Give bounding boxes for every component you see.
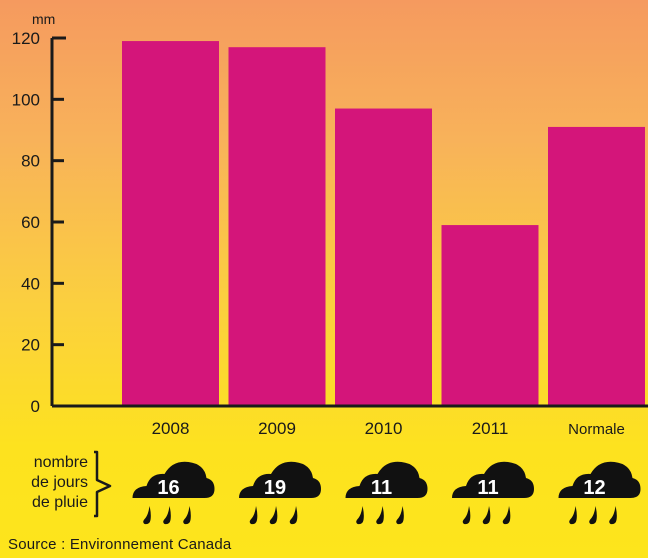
raindrop-icon <box>462 506 471 525</box>
rain-cloud-icon: 16 <box>132 461 215 525</box>
y-tick-label: 20 <box>21 336 40 355</box>
rain-days-label-line-3: de pluie <box>32 494 88 511</box>
y-tick-label: 60 <box>21 213 40 232</box>
rain-cloud-icon: 11 <box>345 461 428 525</box>
bar <box>335 108 432 407</box>
rain-days-count: 16 <box>157 477 179 499</box>
rain-days-legend: nombre de jours de pluie <box>31 450 112 518</box>
raindrop-icon <box>163 506 171 525</box>
y-unit-label: mm <box>32 11 55 27</box>
y-tick-label: 120 <box>12 29 40 48</box>
raindrop-icon <box>249 506 258 525</box>
rain-cloud-icon: 11 <box>452 461 534 525</box>
cloud-shape <box>132 461 215 498</box>
x-tick-label: 2008 <box>152 419 190 438</box>
x-labels-group: 2008 2009 2010 2011 Normale <box>152 419 625 438</box>
raindrop-icon <box>289 506 298 525</box>
bar <box>548 126 645 406</box>
x-tick-label: 2009 <box>258 419 296 438</box>
source-note: Source : Environnement Canada <box>8 536 232 553</box>
raindrop-icon <box>269 506 278 525</box>
rain-days-count: 11 <box>371 477 392 499</box>
raindrop-icon <box>569 506 577 525</box>
x-tick-label: 2010 <box>365 419 403 438</box>
raindrop-icon <box>609 506 617 525</box>
bar <box>122 41 219 407</box>
bar <box>228 47 326 406</box>
raindrop-icon <box>502 506 511 525</box>
raindrop-icon <box>396 506 404 525</box>
rain-days-label-line-1: nombre <box>34 454 88 471</box>
raindrop-icon <box>183 506 191 525</box>
rain-clouds-group: 16 19 11 11 12 <box>132 461 641 525</box>
y-tick-label: 40 <box>21 274 40 293</box>
y-tick-label: 0 <box>31 397 40 416</box>
bar <box>441 225 539 406</box>
cloud-shape <box>452 461 534 498</box>
bars-group <box>122 41 645 407</box>
y-tick-label: 100 <box>12 90 40 109</box>
x-tick-label: Normale <box>568 421 625 438</box>
cloud-shape <box>345 461 428 498</box>
raindrop-icon <box>143 506 151 525</box>
rain-days-count: 19 <box>264 477 286 499</box>
y-ticks-group: 0 20 40 60 80 100 120 <box>12 29 64 416</box>
raindrop-icon <box>482 506 491 525</box>
cloud-shape <box>239 461 321 498</box>
raindrop-icon <box>376 506 384 525</box>
x-tick-label: 2011 <box>472 419 509 438</box>
rain-days-count: 12 <box>583 477 605 499</box>
raindrop-icon <box>589 506 597 525</box>
rain-days-count: 11 <box>477 477 498 499</box>
brace-icon <box>94 450 112 518</box>
rain-days-label-line-2: de jours <box>31 474 88 491</box>
y-tick-label: 80 <box>21 152 40 171</box>
cloud-shape <box>558 461 641 498</box>
rain-cloud-icon: 12 <box>558 461 641 525</box>
rain-cloud-icon: 19 <box>239 461 321 525</box>
raindrop-icon <box>356 506 364 525</box>
